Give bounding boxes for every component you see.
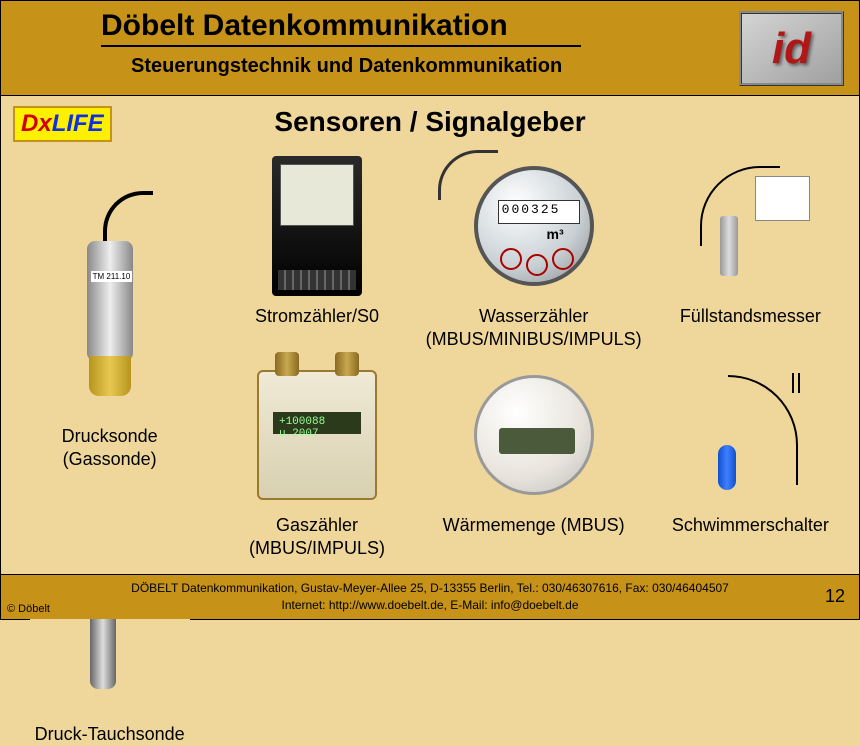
caption-float: Schwimmerschalter xyxy=(672,514,829,537)
caption-pressure: Drucksonde(Gassonde) xyxy=(62,425,158,470)
sensor-cell-pressure: TM 211.10 Drucksonde(Gassonde) xyxy=(11,151,208,470)
electric-meter-image xyxy=(237,151,397,301)
footer-copyright: © Döbelt xyxy=(7,603,50,615)
caption-heat: Wärmemenge (MBUS) xyxy=(443,514,625,537)
heat-meter-image xyxy=(454,360,614,510)
footer-line1: DÖBELT Datenkommunikation, Gustav-Meyer-… xyxy=(11,580,849,597)
footer-contact: DÖBELT Datenkommunikation, Gustav-Meyer-… xyxy=(11,580,849,614)
company-title: Döbelt Datenkommunikation xyxy=(101,9,839,43)
logo-text: id xyxy=(772,24,811,74)
brand-life: LIFE xyxy=(52,110,104,137)
caption-submersible: Druck-Tauchsonde xyxy=(35,723,185,746)
water-meter-unit: m³ xyxy=(547,226,564,242)
pressure-probe-label: TM 211.10 xyxy=(91,271,133,282)
slide-header: Döbelt Datenkommunikation Steuerungstech… xyxy=(1,1,859,96)
water-meter-image: 000325 m³ xyxy=(454,151,614,301)
product-brand-badge: DxLIFE xyxy=(13,106,112,142)
sensor-cell-gas: +100088 u.2007 Gaszähler(MBUS/IMPULS) xyxy=(218,360,415,559)
footer-line2: Internet: http://www.doebelt.de, E-Mail:… xyxy=(11,597,849,614)
caption-water: Wasserzähler(MBUS/MINIBUS/IMPULS) xyxy=(426,305,642,350)
caption-level: Füllstandsmesser xyxy=(680,305,821,328)
sensor-grid: Stromzähler/S0 000325 m³ Wasserzähler(MB… xyxy=(11,151,849,746)
water-meter-digits: 000325 xyxy=(502,202,561,217)
pressure-probe-image: TM 211.10 xyxy=(30,181,190,421)
company-logo: id xyxy=(739,11,844,86)
caption-electric: Stromzähler/S0 xyxy=(255,305,379,328)
slide-title: Sensoren / Signalgeber xyxy=(1,106,859,138)
sensor-cell-electric: Stromzähler/S0 xyxy=(218,151,415,350)
sensor-cell-heat: Wärmemenge (MBUS) xyxy=(426,360,642,559)
sensor-cell-float: Schwimmerschalter xyxy=(652,360,849,559)
sensor-cell-level: Füllstandsmesser xyxy=(652,151,849,350)
gas-meter-lcd: +100088 u.2007 xyxy=(273,412,361,434)
footer-page-number: 12 xyxy=(825,586,845,607)
float-switch-image xyxy=(670,360,830,510)
title-underline xyxy=(101,45,581,47)
sensor-cell-water: 000325 m³ Wasserzähler(MBUS/MINIBUS/IMPU… xyxy=(426,151,642,350)
level-sensor-image xyxy=(670,151,830,301)
caption-gas: Gaszähler(MBUS/IMPULS) xyxy=(249,514,385,559)
company-subtitle: Steuerungstechnik und Datenkommunikation xyxy=(131,55,839,78)
slide-footer: © Döbelt DÖBELT Datenkommunikation, Gust… xyxy=(1,574,859,619)
brand-dx: Dx xyxy=(21,110,52,137)
gas-meter-image: +100088 u.2007 xyxy=(237,360,397,510)
